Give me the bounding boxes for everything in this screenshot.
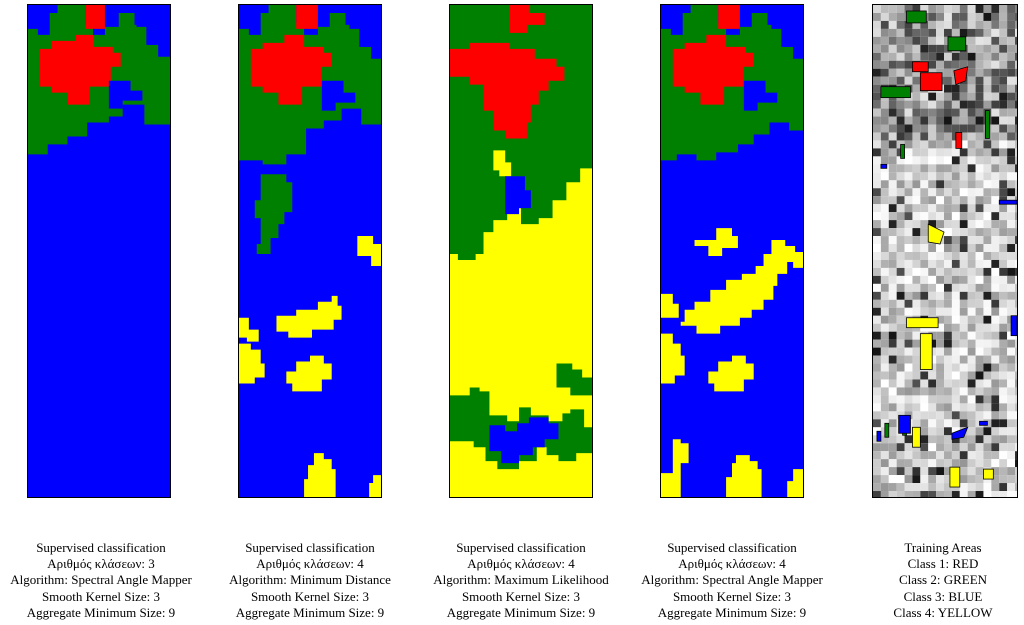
panel-3-caption: Supervised classification Αριθμός κλάσεω… bbox=[411, 540, 631, 621]
caption-line: Smooth Kernel Size: 3 bbox=[461, 588, 581, 604]
caption-line: Aggregate Minimum Size: 9 bbox=[235, 604, 385, 620]
caption-line: Supervised classification bbox=[667, 540, 797, 555]
caption-line: Aggregate Minimum Size: 9 bbox=[657, 604, 807, 620]
classification-map-3 bbox=[449, 4, 593, 498]
caption-line: Αριθμός κλάσεων: 3 bbox=[47, 556, 155, 572]
caption-line: Class 2: GREEN bbox=[898, 572, 988, 588]
caption-line: Supervised classification bbox=[245, 540, 375, 555]
caption-line: Supervised classification bbox=[36, 540, 166, 555]
panel-4-caption: Supervised classification Αριθμός κλάσεω… bbox=[622, 540, 842, 621]
training-polygons bbox=[876, 10, 1017, 488]
caption-line: Supervised classification bbox=[456, 540, 586, 555]
training-areas-image-svg bbox=[873, 5, 1017, 497]
caption-line: Αριθμός κλάσεων: 4 bbox=[467, 556, 575, 572]
caption-line: Class 4: YELLOW bbox=[893, 604, 993, 620]
caption-line: Class 1: RED bbox=[907, 556, 979, 572]
caption-line: Training Areas bbox=[904, 540, 982, 555]
classification-map-1 bbox=[27, 4, 171, 498]
caption-line: Algorithm: Maximum Likelihood bbox=[433, 572, 609, 588]
panel-5-caption: Training Areas Class 1: RED Class 2: GRE… bbox=[833, 540, 1024, 621]
caption-line: Algorithm: Minimum Distance bbox=[229, 572, 391, 588]
classification-map-2 bbox=[238, 4, 382, 498]
training-areas-image bbox=[872, 4, 1018, 498]
panel-2-caption: Supervised classification Αριθμός κλάσεω… bbox=[200, 540, 420, 621]
caption-line: Aggregate Minimum Size: 9 bbox=[446, 604, 596, 620]
caption-line: Algorithm: Spectral Angle Mapper bbox=[641, 572, 823, 588]
classification-map-4 bbox=[660, 4, 804, 498]
caption-line: Αριθμός κλάσεων: 4 bbox=[256, 556, 364, 572]
caption-line: Αριθμός κλάσεων: 4 bbox=[678, 556, 786, 572]
panel-1-caption: Supervised classification Αριθμός κλάσεω… bbox=[0, 540, 211, 621]
caption-line: Algorithm: Spectral Angle Mapper bbox=[10, 572, 192, 588]
caption-line: Smooth Kernel Size: 3 bbox=[250, 588, 370, 604]
caption-line: Smooth Kernel Size: 3 bbox=[672, 588, 792, 604]
caption-line: Aggregate Minimum Size: 9 bbox=[26, 604, 176, 620]
grayscale-noise bbox=[873, 5, 1017, 497]
classification-map-1-image bbox=[28, 5, 170, 497]
classification-map-3-image bbox=[450, 5, 592, 497]
caption-line: Smooth Kernel Size: 3 bbox=[41, 588, 161, 604]
classification-map-2-image bbox=[239, 5, 381, 497]
caption-line: Class 3: BLUE bbox=[903, 588, 983, 604]
classification-map-4-image bbox=[661, 5, 803, 497]
